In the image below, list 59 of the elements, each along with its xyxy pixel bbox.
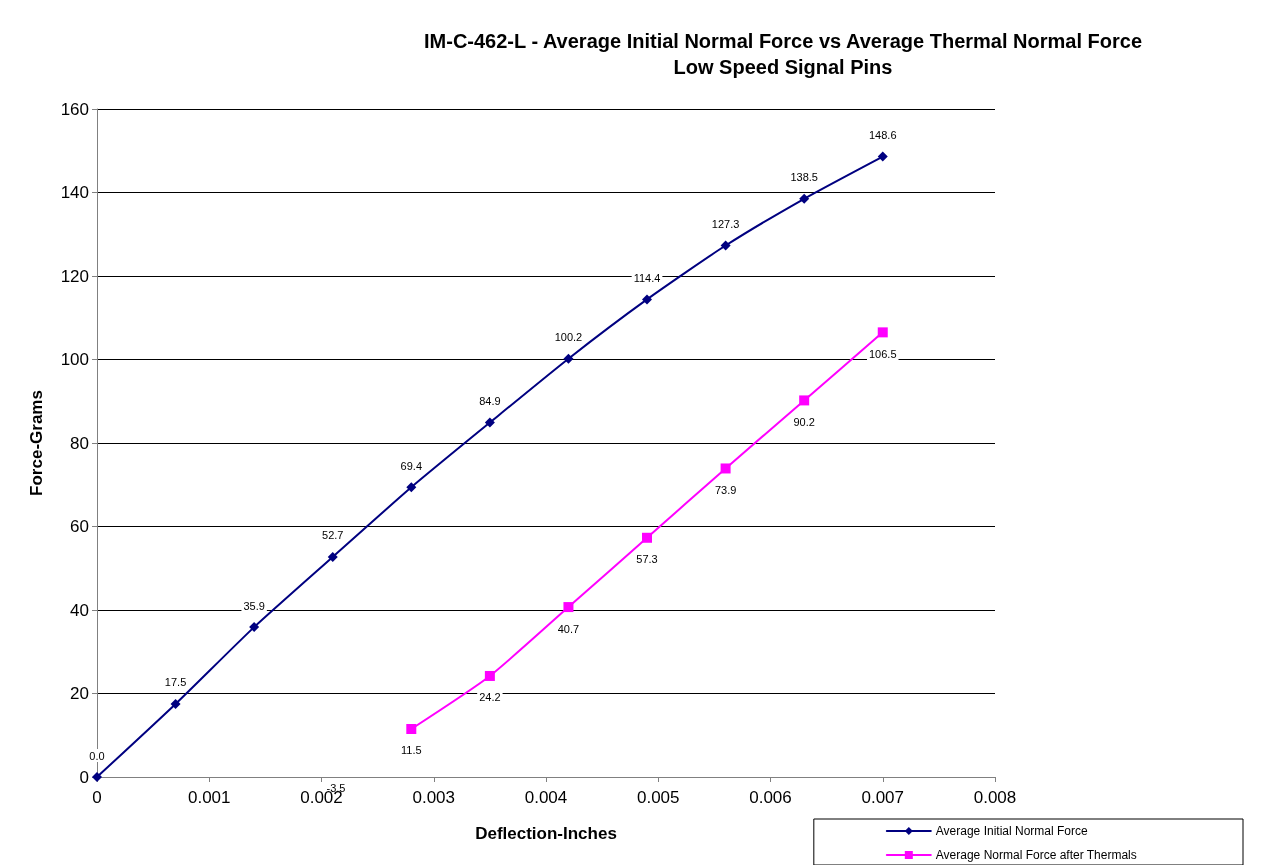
x-tick-label: 0.005 [636,788,680,807]
data-label: 127.3 [711,218,740,231]
y-tick-label: 0 [79,767,89,787]
x-tick-label: 0.003 [412,788,456,807]
y-tick-label: 40 [70,600,89,620]
point [563,353,574,364]
data-label: 114.4 [633,271,661,284]
point [799,395,810,406]
data-label: 57.3 [636,553,658,566]
x-tick-label: 0.007 [861,788,905,807]
point [406,723,417,734]
data-label: 40.7 [557,622,580,635]
y-axis-title: Force-Grams [27,390,46,496]
x-tick-label: 0.004 [524,788,568,807]
point [406,482,417,493]
x-axis-title: Deflection-Inches [475,824,617,843]
point [484,417,495,428]
x-tick-label: 0.001 [187,788,231,807]
point [642,294,653,305]
data-label: 148.6 [868,129,897,142]
chart-subtitle: Low Speed Signal Pins [673,56,893,78]
y-tick-label: 60 [70,517,89,536]
x-tick-label: 0.008 [973,788,1017,807]
point [563,602,574,613]
point [484,670,495,681]
y-tick-label: 140 [60,183,89,202]
point [720,240,731,251]
y-tick-label: 20 [70,684,89,703]
point [877,151,888,162]
point [720,463,731,474]
point [92,772,102,782]
data-label: 0.0 [89,749,105,762]
legend-label: Average Initial Normal Force [935,824,1088,838]
point [877,327,888,338]
data-label: 138.5 [790,171,818,184]
x-tick-label: 0 [92,788,102,807]
y-tick-label: 120 [60,266,89,286]
data-label: 106.5 [868,347,897,360]
data-label: 90.2 [793,415,815,428]
point [799,193,810,204]
legend-label: Average Normal Force after Thermals [935,848,1137,862]
data-label: 24.2 [479,691,501,704]
data-label: 52.7 [322,529,344,542]
y-tick-label: 80 [70,433,89,453]
data-label: 100.2 [554,331,583,344]
data-label: 11.5 [401,744,422,757]
point [170,698,181,709]
point [327,551,338,562]
data-label: 73.9 [714,483,737,496]
chart-title: IM-C-462-L - Average Initial Normal Force vs Average Thermal Normal Force [423,30,1143,52]
point [642,532,653,543]
point [249,622,260,633]
y-tick-label: 160 [60,99,89,119]
data-label: 35.9 [243,599,265,612]
data-label: 69.4 [400,459,423,472]
data-label: 84.9 [479,395,501,408]
data-label: 17.5 [164,676,187,689]
y-tick-label: 100 [60,350,89,369]
x-tick-label: 0.006 [749,788,792,807]
